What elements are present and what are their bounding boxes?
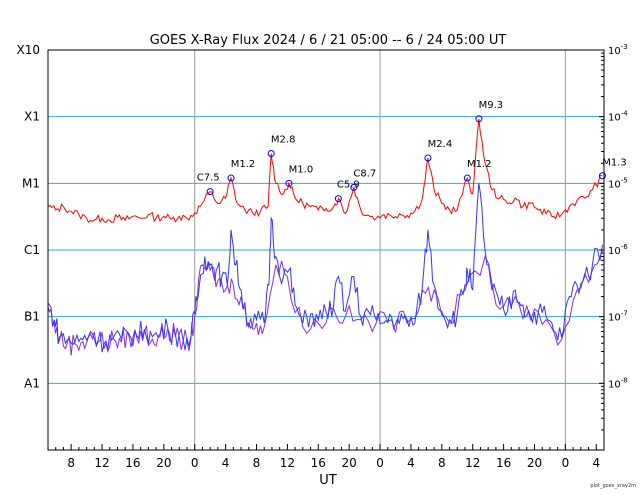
flare-marker [424,154,432,162]
flare-label: M1.2 [467,159,492,170]
flare-markers: C7.5 M1.2 M2.8 M1.0 C5.9C8.7 M2.4 M1.2 M9.3 M1.3 [197,100,627,203]
x-tick-label: 4 [407,456,415,470]
flare-label: C5.9 [337,180,360,191]
credit-text: plot_goes_xray2m [590,483,636,489]
x-tick-label: 8 [253,456,261,470]
class-level-label: B1 [24,310,40,324]
flux-level-label: 10-7 [608,310,628,324]
flare-marker [227,174,235,182]
x-tick-label: 20 [527,456,542,470]
x-tick-label: 4 [592,456,600,470]
flare-label: M1.0 [289,164,314,175]
flare-marker [334,195,342,203]
x-tick-label: 16 [496,456,511,470]
flux-level-label: 10-6 [608,243,628,257]
x-tick-label: 16 [311,456,326,470]
x-tick-label: 0 [191,456,199,470]
x-tick-label: 8 [438,456,446,470]
class-level-label: X1 [24,110,40,124]
x-tick-label: 0 [562,456,570,470]
class-level-label: M1 [22,176,40,190]
flux-series-line [47,118,603,224]
x-tick-label: 20 [156,456,171,470]
flux-level-label: 10-8 [608,376,628,390]
class-level-label: X10 [17,43,41,57]
flare-label: M2.4 [428,139,453,150]
x-axis-label: UT [319,473,337,488]
x-tick-label: 4 [222,456,230,470]
flux-series-line [47,183,603,353]
x-tick-label: 20 [342,456,357,470]
flare-label: M1.3 [602,158,627,169]
flux-series-line [47,249,603,356]
flare-marker [206,188,214,196]
flare-label: M1.2 [231,159,256,170]
flare-marker [285,179,293,187]
flare-marker [267,150,275,158]
left-class-axis: X10 X1 M1 C1 B1 A1 [17,43,41,390]
x-tick-label: 16 [125,456,140,470]
class-level-label: A1 [24,376,40,390]
right-flux-axis: 10-3 10-4 10-5 10-6 10-7 10-8 [599,43,628,431]
x-tick-label: 12 [465,456,480,470]
x-tick-label: 12 [94,456,109,470]
flare-label: M9.3 [479,100,504,111]
x-tick-label: 8 [67,456,75,470]
x-tick-label: 0 [376,456,384,470]
flux-level-label: 10-5 [608,176,628,190]
flare-marker [463,174,471,182]
class-level-label: C1 [24,243,40,257]
flare-marker [475,115,483,123]
flux-level-label: 10-3 [608,43,628,57]
flare-label: M2.8 [271,135,296,146]
flare-label: C8.7 [353,168,376,179]
chart-title: GOES X-Ray Flux 2024 / 6 / 21 05:00 -- 6… [150,33,507,48]
flux-level-label: 10-4 [608,110,628,124]
grid-layer [48,50,604,450]
flare-marker [598,172,606,180]
series-layer [47,118,603,356]
flare-marker [350,183,358,191]
flare-label: C7.5 [197,173,220,184]
x-time-axis: 8 12 16 20 0 4 8 12 16 20 0 4 8 12 16 20 0 4 [47,444,605,470]
x-tick-label: 12 [280,456,295,470]
